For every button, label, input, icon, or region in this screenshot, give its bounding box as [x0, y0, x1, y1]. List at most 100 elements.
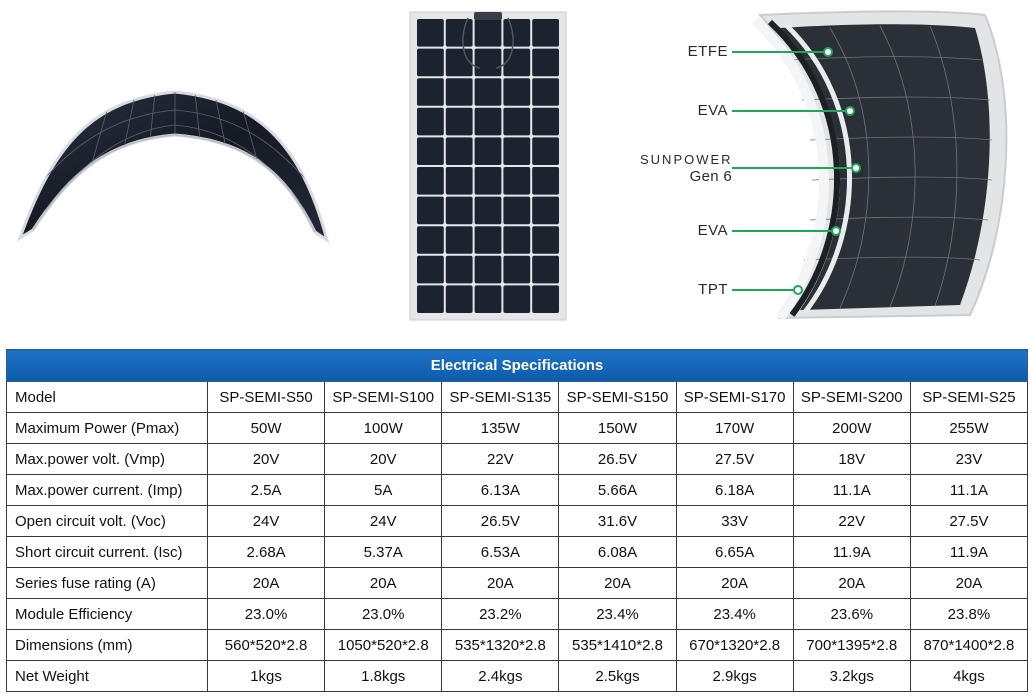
table-cell: 6.08A [558, 536, 677, 568]
table-cell: 3.2kgs [792, 660, 911, 692]
table-cell: 6.53A [441, 536, 560, 568]
layer-label-tpt: TPT [698, 281, 728, 298]
table-cell: 20A [675, 567, 794, 599]
row-label: Model [6, 381, 208, 413]
table-cell: 23.0% [324, 598, 443, 630]
table-row: Module Efficiency 23.0% 23.0% 23.2% 23.4% 23.… [6, 598, 1029, 630]
model-cell: SP-SEMI-S135 [441, 381, 560, 413]
row-label: Open circuit volt. (Voc) [6, 505, 208, 537]
model-cell: SP-SEMI-S150 [558, 381, 677, 413]
model-cell: SP-SEMI-S25 [909, 381, 1029, 413]
table-cell: 20V [206, 443, 326, 475]
table-row: Net Weight 1kgs 1.8kgs 2.4kgs 2.5kgs 2.9kgs 3.… [6, 660, 1029, 692]
table-cell: 2.5kgs [558, 660, 677, 692]
table-cell: 20A [206, 567, 326, 599]
layer-label-eva-top: EVA [697, 102, 728, 119]
table-cell: 1050*520*2.8 [324, 629, 443, 661]
table-cell: 11.1A [792, 474, 911, 506]
table-cell: 2.5A [206, 474, 326, 506]
table-cell: 150W [558, 412, 677, 444]
table-cell: 1.8kgs [324, 660, 443, 692]
table-cell: 27.5V [675, 443, 794, 475]
table-cell: 24V [324, 505, 443, 537]
table-header-row: Model SP-SEMI-S50 SP-SEMI-S100 SP-SEMI-S… [6, 381, 1029, 413]
table-row: Max.power volt. (Vmp) 20V 20V 22V 26.5V 27.5V… [6, 443, 1029, 475]
product-images: ETFE EVA SUNPOWER Gen 6 EVA TPT [0, 0, 1032, 340]
table-cell: 24V [206, 505, 326, 537]
flexible-panel-curved-image [15, 80, 335, 250]
table-cell: 4kgs [909, 660, 1029, 692]
table-cell: 26.5V [441, 505, 560, 537]
table-cell: 20A [909, 567, 1029, 599]
table-cell: 6.65A [675, 536, 794, 568]
table-cell: 27.5V [909, 505, 1029, 537]
table-row: Max.power current. (Imp) 2.5A 5A 6.13A 5.66A… [6, 474, 1029, 506]
table-cell: 255W [909, 412, 1029, 444]
sunpower-gen-text: Gen 6 [689, 168, 732, 185]
row-label: Series fuse rating (A) [6, 567, 208, 599]
table-cell: 23.2% [441, 598, 560, 630]
table-cell: 26.5V [558, 443, 677, 475]
table-cell: 11.9A [792, 536, 911, 568]
table-cell: 11.1A [909, 474, 1029, 506]
table-cell: 135W [441, 412, 560, 444]
table-cell: 22V [441, 443, 560, 475]
table-cell: 23.4% [675, 598, 794, 630]
table-cell: 535*1320*2.8 [441, 629, 560, 661]
table-title: Electrical Specifications [6, 349, 1028, 382]
row-label: Max.power volt. (Vmp) [6, 443, 208, 475]
layer-label-sunpower: SUNPOWER Gen 6 [640, 151, 732, 185]
table-cell: 50W [206, 412, 326, 444]
table-cell: 20A [324, 567, 443, 599]
table-cell: 1kgs [206, 660, 326, 692]
sunpower-brand-text: SUNPOWER [640, 152, 733, 167]
table-cell: 23.0% [206, 598, 326, 630]
table-cell: 5.66A [558, 474, 677, 506]
flexible-panel-flat-image [408, 10, 568, 322]
table-row: Series fuse rating (A) 20A 20A 20A 20A 20A 20A… [6, 567, 1029, 599]
table-cell: 2.9kgs [675, 660, 794, 692]
table-cell: 5A [324, 474, 443, 506]
table-cell: 23V [909, 443, 1029, 475]
table-cell: 20A [792, 567, 911, 599]
table-cell: 18V [792, 443, 911, 475]
layer-structure-diagram: ETFE EVA SUNPOWER Gen 6 EVA TPT [640, 10, 1030, 322]
electrical-specifications-table: Electrical Specifications Model SP-SEMI-… [6, 349, 1029, 692]
table-cell: 23.8% [909, 598, 1029, 630]
model-cell: SP-SEMI-S200 [792, 381, 911, 413]
table-cell: 170W [675, 412, 794, 444]
table-row: Dimensions (mm) 560*520*2.8 1050*520*2.8 53… [6, 629, 1029, 661]
table-row: Maximum Power (Pmax) 50W 100W 135W 150W 170W 2… [6, 412, 1029, 444]
row-label: Maximum Power (Pmax) [6, 412, 208, 444]
table-row: Short circuit current. (Isc) 2.68A 5.37A 6.… [6, 536, 1029, 568]
table-cell: 700*1395*2.8 [792, 629, 911, 661]
table-cell: 31.6V [558, 505, 677, 537]
table-cell: 20A [441, 567, 560, 599]
row-label: Module Efficiency [6, 598, 208, 630]
table-cell: 33V [675, 505, 794, 537]
layer-label-eva-bottom: EVA [697, 222, 728, 239]
table-cell: 200W [792, 412, 911, 444]
layer-label-etfe: ETFE [687, 43, 728, 60]
model-cell: SP-SEMI-S170 [675, 381, 794, 413]
table-cell: 870*1400*2.8 [909, 629, 1029, 661]
model-cell: SP-SEMI-S100 [324, 381, 443, 413]
row-label: Short circuit current. (Isc) [6, 536, 208, 568]
table-cell: 6.13A [441, 474, 560, 506]
table-cell: 20V [324, 443, 443, 475]
table-cell: 100W [324, 412, 443, 444]
table-cell: 5.37A [324, 536, 443, 568]
row-label: Net Weight [6, 660, 208, 692]
row-label: Max.power current. (Imp) [6, 474, 208, 506]
table-cell: 2.68A [206, 536, 326, 568]
table-row: Open circuit volt. (Voc) 24V 24V 26.5V 31.6V… [6, 505, 1029, 537]
table-cell: 2.4kgs [441, 660, 560, 692]
table-cell: 535*1410*2.8 [558, 629, 677, 661]
row-label: Dimensions (mm) [6, 629, 208, 661]
model-cell: SP-SEMI-S50 [206, 381, 326, 413]
table-cell: 22V [792, 505, 911, 537]
table-cell: 11.9A [909, 536, 1029, 568]
table-cell: 20A [558, 567, 677, 599]
table-cell: 23.6% [792, 598, 911, 630]
table-cell: 23.4% [558, 598, 677, 630]
